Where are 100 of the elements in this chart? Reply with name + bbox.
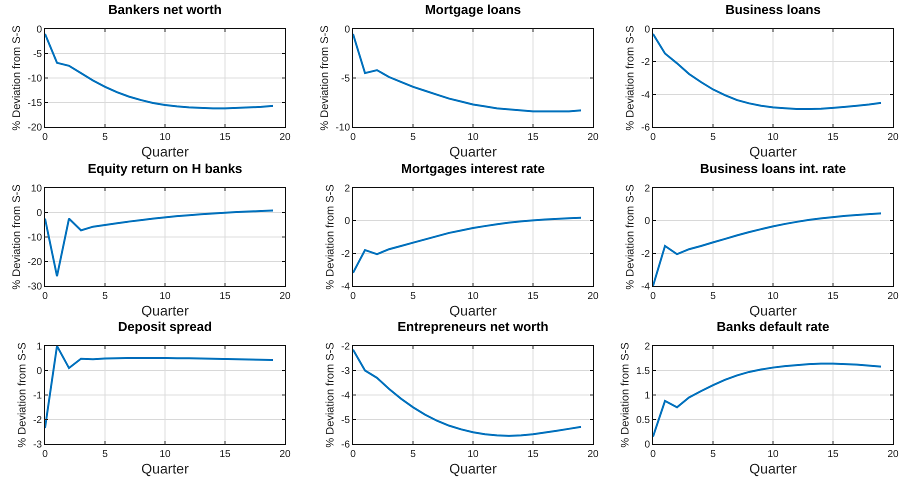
chart-title: Banks default rate (716, 318, 830, 334)
y-tick-label: 2 (344, 184, 350, 194)
y-tick-label: 0 (36, 366, 42, 377)
y-tick-label: 1 (36, 342, 42, 352)
y-axis-title: % Deviation from S-S (16, 342, 29, 448)
x-tick-label: 20 (887, 132, 899, 143)
x-tick-label: 20 (587, 291, 599, 302)
y-tick-label: -5 (33, 49, 42, 60)
y-tick-label: 0 (644, 216, 650, 228)
x-tick-label: 15 (219, 132, 231, 143)
line-series (353, 216, 582, 274)
y-axis-title: % Deviation from S-S (624, 184, 637, 290)
x-tick-label: 20 (887, 291, 899, 302)
y-tick-label: 2 (644, 184, 650, 194)
x-axis-title: Quarter (449, 302, 498, 318)
y-tick-label: -20 (28, 122, 42, 134)
x-tick-label: 10 (159, 449, 171, 460)
x-tick-label: 15 (827, 291, 839, 302)
x-tick-label: 15 (219, 449, 231, 460)
x-tick-label: 10 (767, 132, 779, 143)
y-tick-label: -1 (33, 390, 42, 402)
x-tick-label: 10 (159, 291, 171, 302)
x-tick-label: 10 (467, 449, 479, 460)
x-tick-label: 20 (279, 132, 291, 143)
y-tick-label: 10 (30, 184, 42, 194)
line-series (45, 346, 274, 430)
x-axis-title: Quarter (749, 460, 798, 476)
chart-title: Business loans int. rate (700, 160, 846, 176)
y-tick-label: 1.5 (636, 366, 650, 377)
x-tick-label: 10 (767, 291, 779, 302)
x-tick-label: 15 (527, 132, 539, 143)
y-tick-label: -6 (341, 440, 350, 450)
line-series (353, 348, 582, 437)
y-tick-label: -2 (341, 342, 350, 352)
y-tick-label: -15 (28, 98, 42, 109)
line-series (653, 362, 882, 438)
y-tick-label: 0.5 (636, 415, 650, 426)
chart-title: Mortgages interest rate (401, 160, 545, 176)
y-axis-title: % Deviation from S-S (11, 25, 24, 131)
x-tick-label: 15 (527, 449, 539, 460)
x-tick-label: 15 (827, 449, 839, 460)
x-tick-label: 5 (410, 291, 416, 302)
y-tick-label: 0 (36, 208, 42, 219)
y-axis-title: % Deviation from S-S (11, 184, 24, 290)
x-tick-label: 5 (102, 449, 108, 460)
y-tick-label: -10 (28, 74, 42, 84)
x-tick-label: 10 (467, 291, 479, 302)
y-tick-label: -10 (28, 232, 42, 244)
x-tick-label: 10 (159, 132, 171, 143)
line-series (45, 210, 274, 278)
x-tick-label: 15 (827, 132, 839, 143)
y-tick-label: -4 (641, 90, 650, 101)
chart-title: Entrepreneurs net worth (398, 318, 549, 334)
y-tick-label: -20 (28, 257, 42, 268)
y-tick-label: 1 (644, 390, 650, 402)
line-series (653, 32, 882, 110)
x-tick-label: 15 (527, 291, 539, 302)
x-tick-label: 5 (102, 291, 108, 302)
y-tick-label: -4 (341, 282, 350, 292)
x-tick-label: 5 (102, 132, 108, 143)
x-axis-title: Quarter (749, 302, 798, 318)
y-tick-label: 0 (644, 24, 650, 36)
y-tick-label: -2 (641, 248, 650, 260)
y-tick-label: -2 (341, 248, 350, 260)
y-tick-label: 0 (36, 24, 42, 36)
y-tick-label: 0 (344, 216, 350, 228)
x-tick-label: 20 (279, 291, 291, 302)
y-tick-label: -5 (341, 74, 350, 84)
x-tick-label: 5 (710, 291, 716, 302)
y-tick-label: 2 (644, 342, 650, 352)
x-tick-label: 5 (410, 449, 416, 460)
x-axis-title: Quarter (141, 143, 190, 160)
x-axis-title: Quarter (449, 460, 498, 476)
y-tick-label: -4 (341, 390, 350, 402)
x-tick-label: 15 (219, 291, 231, 302)
x-tick-label: 20 (587, 449, 599, 460)
y-tick-label: -2 (641, 57, 650, 68)
x-tick-label: 5 (710, 132, 716, 143)
y-tick-label: -6 (641, 122, 650, 134)
line-series (653, 212, 882, 286)
x-tick-label: 5 (410, 132, 416, 143)
y-tick-label: -3 (341, 366, 350, 377)
x-axis-title: Quarter (749, 143, 798, 160)
x-axis-title: Quarter (141, 460, 190, 476)
y-axis-title: % Deviation from S-S (324, 184, 337, 290)
x-axis-title: Quarter (449, 143, 498, 160)
chart-title: Deposit spread (118, 318, 212, 334)
x-tick-label: 20 (587, 132, 599, 143)
y-tick-label: 0 (644, 440, 650, 450)
x-tick-label: 10 (467, 132, 479, 143)
y-tick-label: -3 (33, 440, 42, 450)
chart-title: Equity return on H banks (88, 160, 242, 176)
y-axis-title: % Deviation from S-S (624, 25, 637, 131)
y-tick-label: 0 (344, 24, 350, 36)
y-tick-label: -30 (28, 282, 42, 292)
chart-title: Business loans (725, 2, 821, 17)
y-tick-label: -10 (336, 122, 350, 134)
chart-title: Bankers net worth (108, 2, 222, 17)
y-tick-label: -4 (641, 282, 650, 292)
x-tick-label: 20 (887, 449, 899, 460)
